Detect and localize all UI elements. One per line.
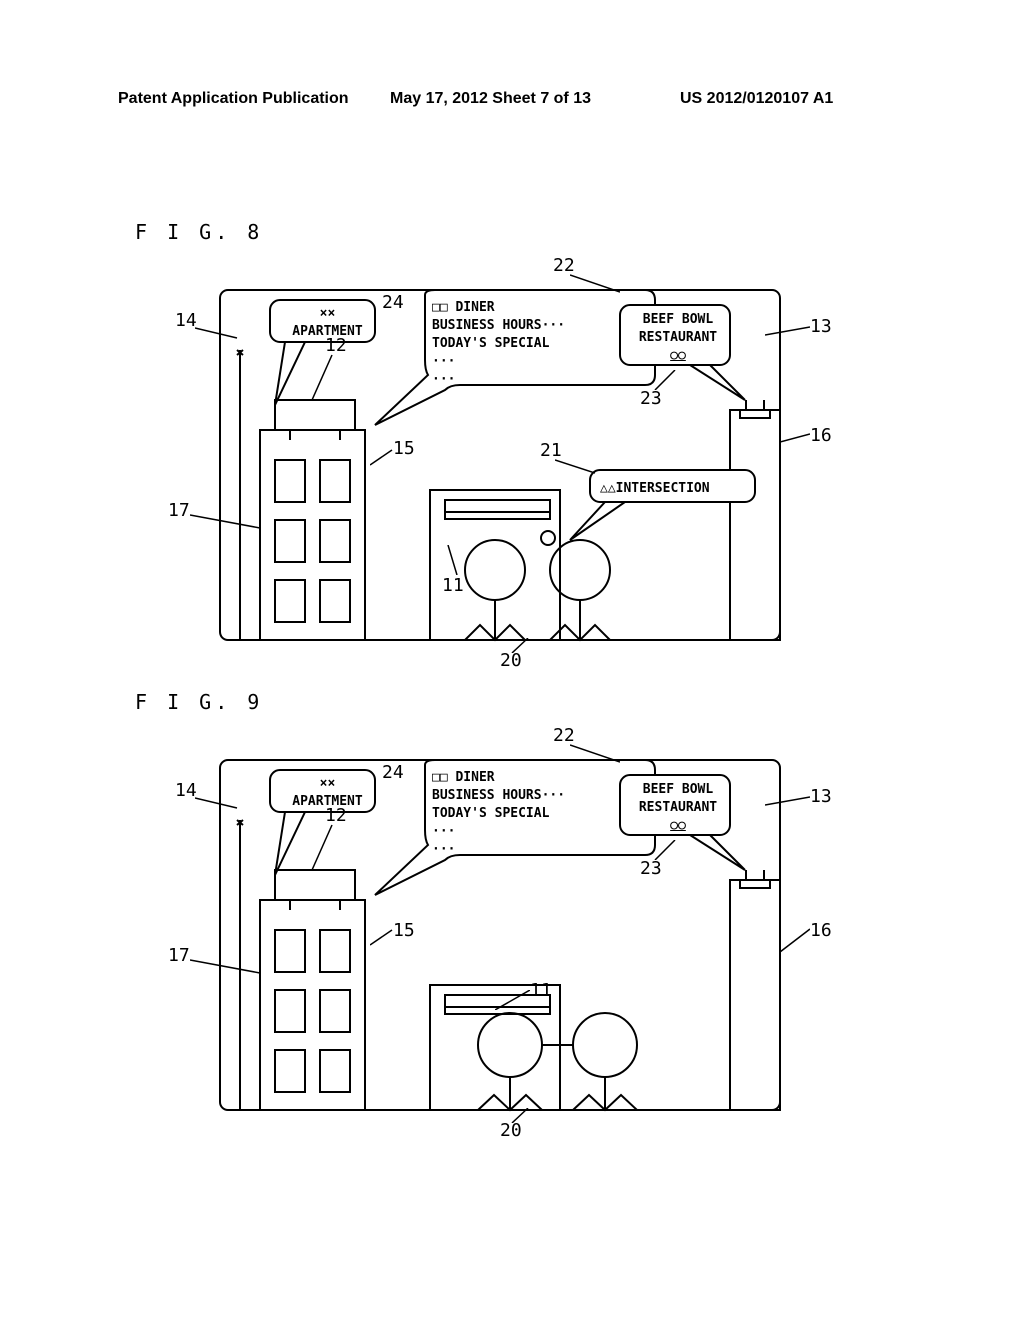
fig8-r11: 11 <box>442 575 464 596</box>
fig9-r20: 20 <box>500 1120 522 1141</box>
page: Patent Application Publication May 17, 2… <box>0 0 1024 1320</box>
fig9-beef-callout: BEEF BOWL RESTAURANT ○○ <box>628 780 728 834</box>
fig8-r13-leader <box>765 325 810 340</box>
fig8-int-l1: △△INTERSECTION <box>600 481 710 496</box>
fig8-label: F I G. 8 <box>135 220 263 244</box>
fig8-r16-leader <box>780 432 810 447</box>
fig9-r17-leader <box>190 955 260 975</box>
header-left: Patent Application Publication <box>118 90 349 108</box>
fig8-diner-l3: TODAY'S SPECIAL <box>432 336 549 351</box>
fig9-diner-l3: TODAY'S SPECIAL <box>432 806 549 821</box>
fig9-diner-l4: ··· <box>432 824 455 839</box>
fig8-r23-leader <box>650 370 680 390</box>
fig8-diner-l4: ··· <box>432 354 455 369</box>
fig8-diner-l1: □□ DINER <box>432 300 495 315</box>
fig8-r13: 13 <box>810 316 832 337</box>
fig9-r12-leader <box>310 820 335 870</box>
fig8-apartment-l1: ×× <box>320 306 336 321</box>
fig9-r11-leader <box>495 990 530 1010</box>
fig8-r15: 15 <box>393 438 415 459</box>
header-center: May 17, 2012 Sheet 7 of 13 <box>390 90 591 108</box>
fig9-diner-l5: ··· <box>432 842 455 857</box>
fig8-diner-callout: □□ DINER BUSINESS HOURS··· TODAY'S SPECI… <box>432 298 642 388</box>
fig8-beef-l3: ○○ <box>670 348 686 363</box>
fig8-r15-leader <box>370 445 395 470</box>
fig9-diner-l1: □□ DINER <box>432 770 495 785</box>
fig9-r24: 24 <box>382 762 404 783</box>
fig8-r21-leader <box>555 455 595 475</box>
fig8-r20: 20 <box>500 650 522 671</box>
header-right: US 2012/0120107 A1 <box>680 90 833 108</box>
fig9-beef-l3: ○○ <box>670 818 686 833</box>
fig9-r13: 13 <box>810 786 832 807</box>
fig9-r11: 11 <box>530 980 552 1001</box>
fig8-beef-l2: RESTAURANT <box>639 330 717 345</box>
fig9-apt-l1: ×× <box>320 776 336 791</box>
fig8-r11-leader <box>445 545 465 575</box>
fig9-beef-l1: BEEF BOWL <box>643 782 713 797</box>
fig8-diner-l2: BUSINESS HOURS··· <box>432 318 565 333</box>
fig9-r14-leader <box>195 790 240 810</box>
fig9-r17: 17 <box>168 945 190 966</box>
fig9-diner-l2: BUSINESS HOURS··· <box>432 788 565 803</box>
fig8-r14: 14 <box>175 310 197 331</box>
fig9-r23: 23 <box>640 858 662 879</box>
fig9-r20-leader <box>510 1108 535 1123</box>
fig8-beef-l1: BEEF BOWL <box>643 312 713 327</box>
fig8-r17: 17 <box>168 500 190 521</box>
fig9-r16: 16 <box>810 920 832 941</box>
fig9-r23-leader <box>650 840 680 860</box>
fig8-r20-leader <box>510 638 535 653</box>
fig9-label: F I G. 9 <box>135 690 263 714</box>
fig9-r22-leader <box>570 740 620 765</box>
fig9-beef-l2: RESTAURANT <box>639 800 717 815</box>
fig8-r24: 24 <box>382 292 404 313</box>
fig9-diner-callout: □□ DINER BUSINESS HOURS··· TODAY'S SPECI… <box>432 768 642 858</box>
fig8-r16: 16 <box>810 425 832 446</box>
fig8-r12-leader <box>310 350 335 400</box>
fig9-r14: 14 <box>175 780 197 801</box>
fig8-intersection-callout: △△INTERSECTION <box>600 479 710 497</box>
fig9-r13-leader <box>765 795 810 810</box>
fig8-r17-leader <box>190 510 260 530</box>
fig9-r15: 15 <box>393 920 415 941</box>
fig8-diner-l5: ··· <box>432 372 455 387</box>
fig8-r22-leader <box>570 270 620 295</box>
fig9-r16-leader <box>780 927 810 957</box>
fig9-r15-leader <box>370 925 395 950</box>
fig8-r23: 23 <box>640 388 662 409</box>
fig8-r14-leader <box>195 320 240 340</box>
fig8-beef-callout: BEEF BOWL RESTAURANT ○○ <box>628 310 728 364</box>
